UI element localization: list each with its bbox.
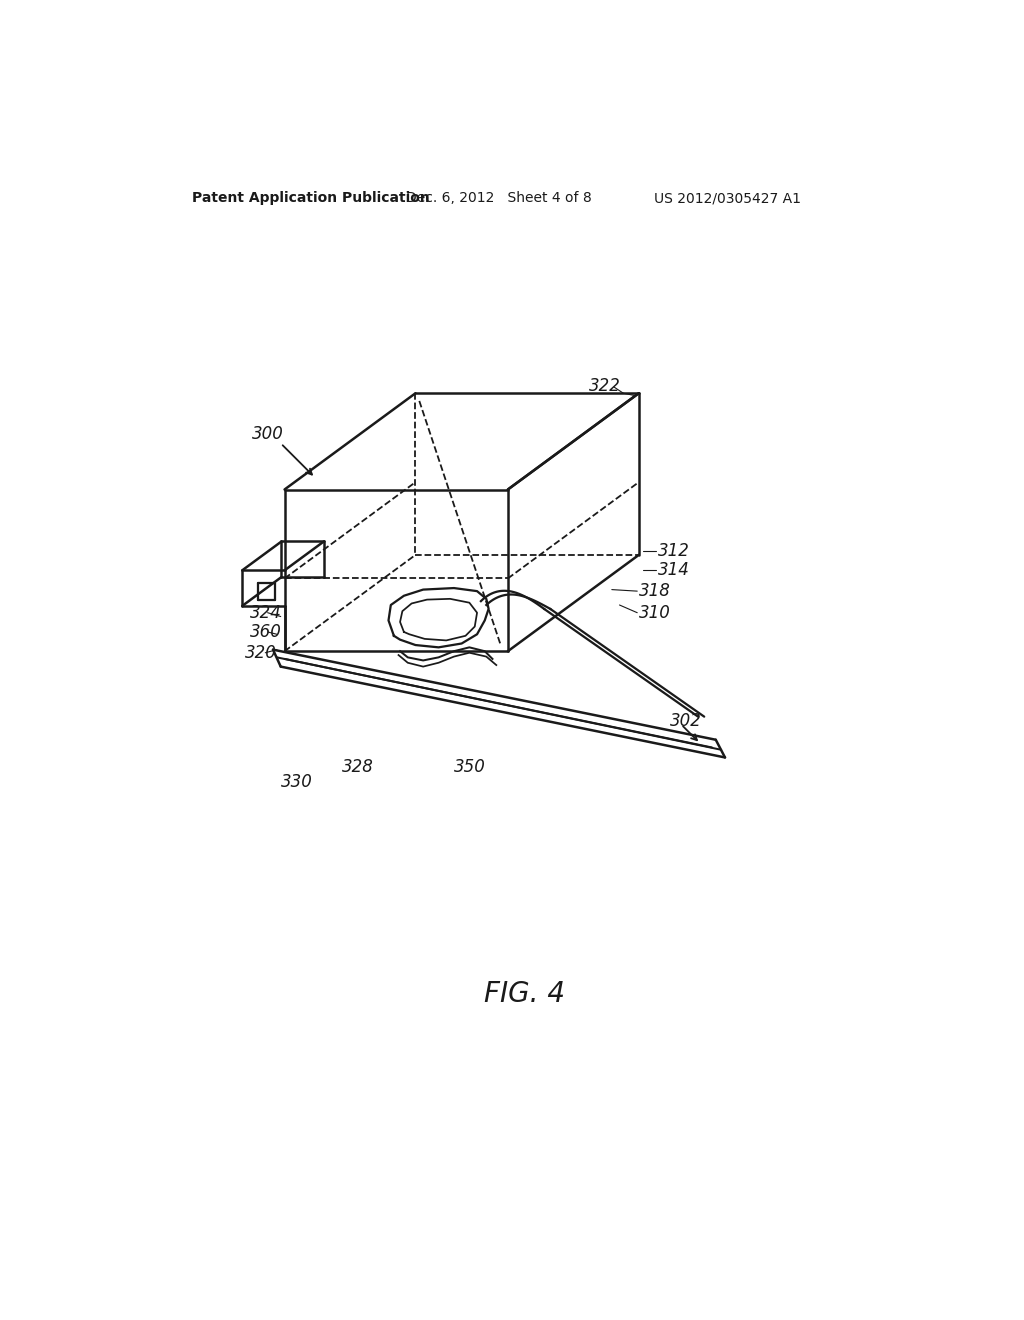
Text: 322: 322 bbox=[589, 376, 621, 395]
Text: FIG. 4: FIG. 4 bbox=[484, 979, 565, 1008]
Text: 328: 328 bbox=[342, 758, 374, 776]
Text: Dec. 6, 2012   Sheet 4 of 8: Dec. 6, 2012 Sheet 4 of 8 bbox=[407, 191, 592, 206]
Text: 314: 314 bbox=[658, 561, 690, 579]
Text: 302: 302 bbox=[670, 711, 701, 730]
Text: 300: 300 bbox=[252, 425, 284, 444]
Text: 324: 324 bbox=[250, 603, 282, 622]
Text: 330: 330 bbox=[281, 774, 312, 791]
Text: 350: 350 bbox=[454, 758, 485, 776]
Text: 310: 310 bbox=[639, 603, 671, 622]
Text: US 2012/0305427 A1: US 2012/0305427 A1 bbox=[654, 191, 801, 206]
Text: Patent Application Publication: Patent Application Publication bbox=[193, 191, 430, 206]
Text: 312: 312 bbox=[658, 543, 690, 560]
Text: 318: 318 bbox=[639, 582, 671, 601]
Text: 320: 320 bbox=[245, 644, 276, 661]
Text: 360: 360 bbox=[250, 623, 282, 642]
